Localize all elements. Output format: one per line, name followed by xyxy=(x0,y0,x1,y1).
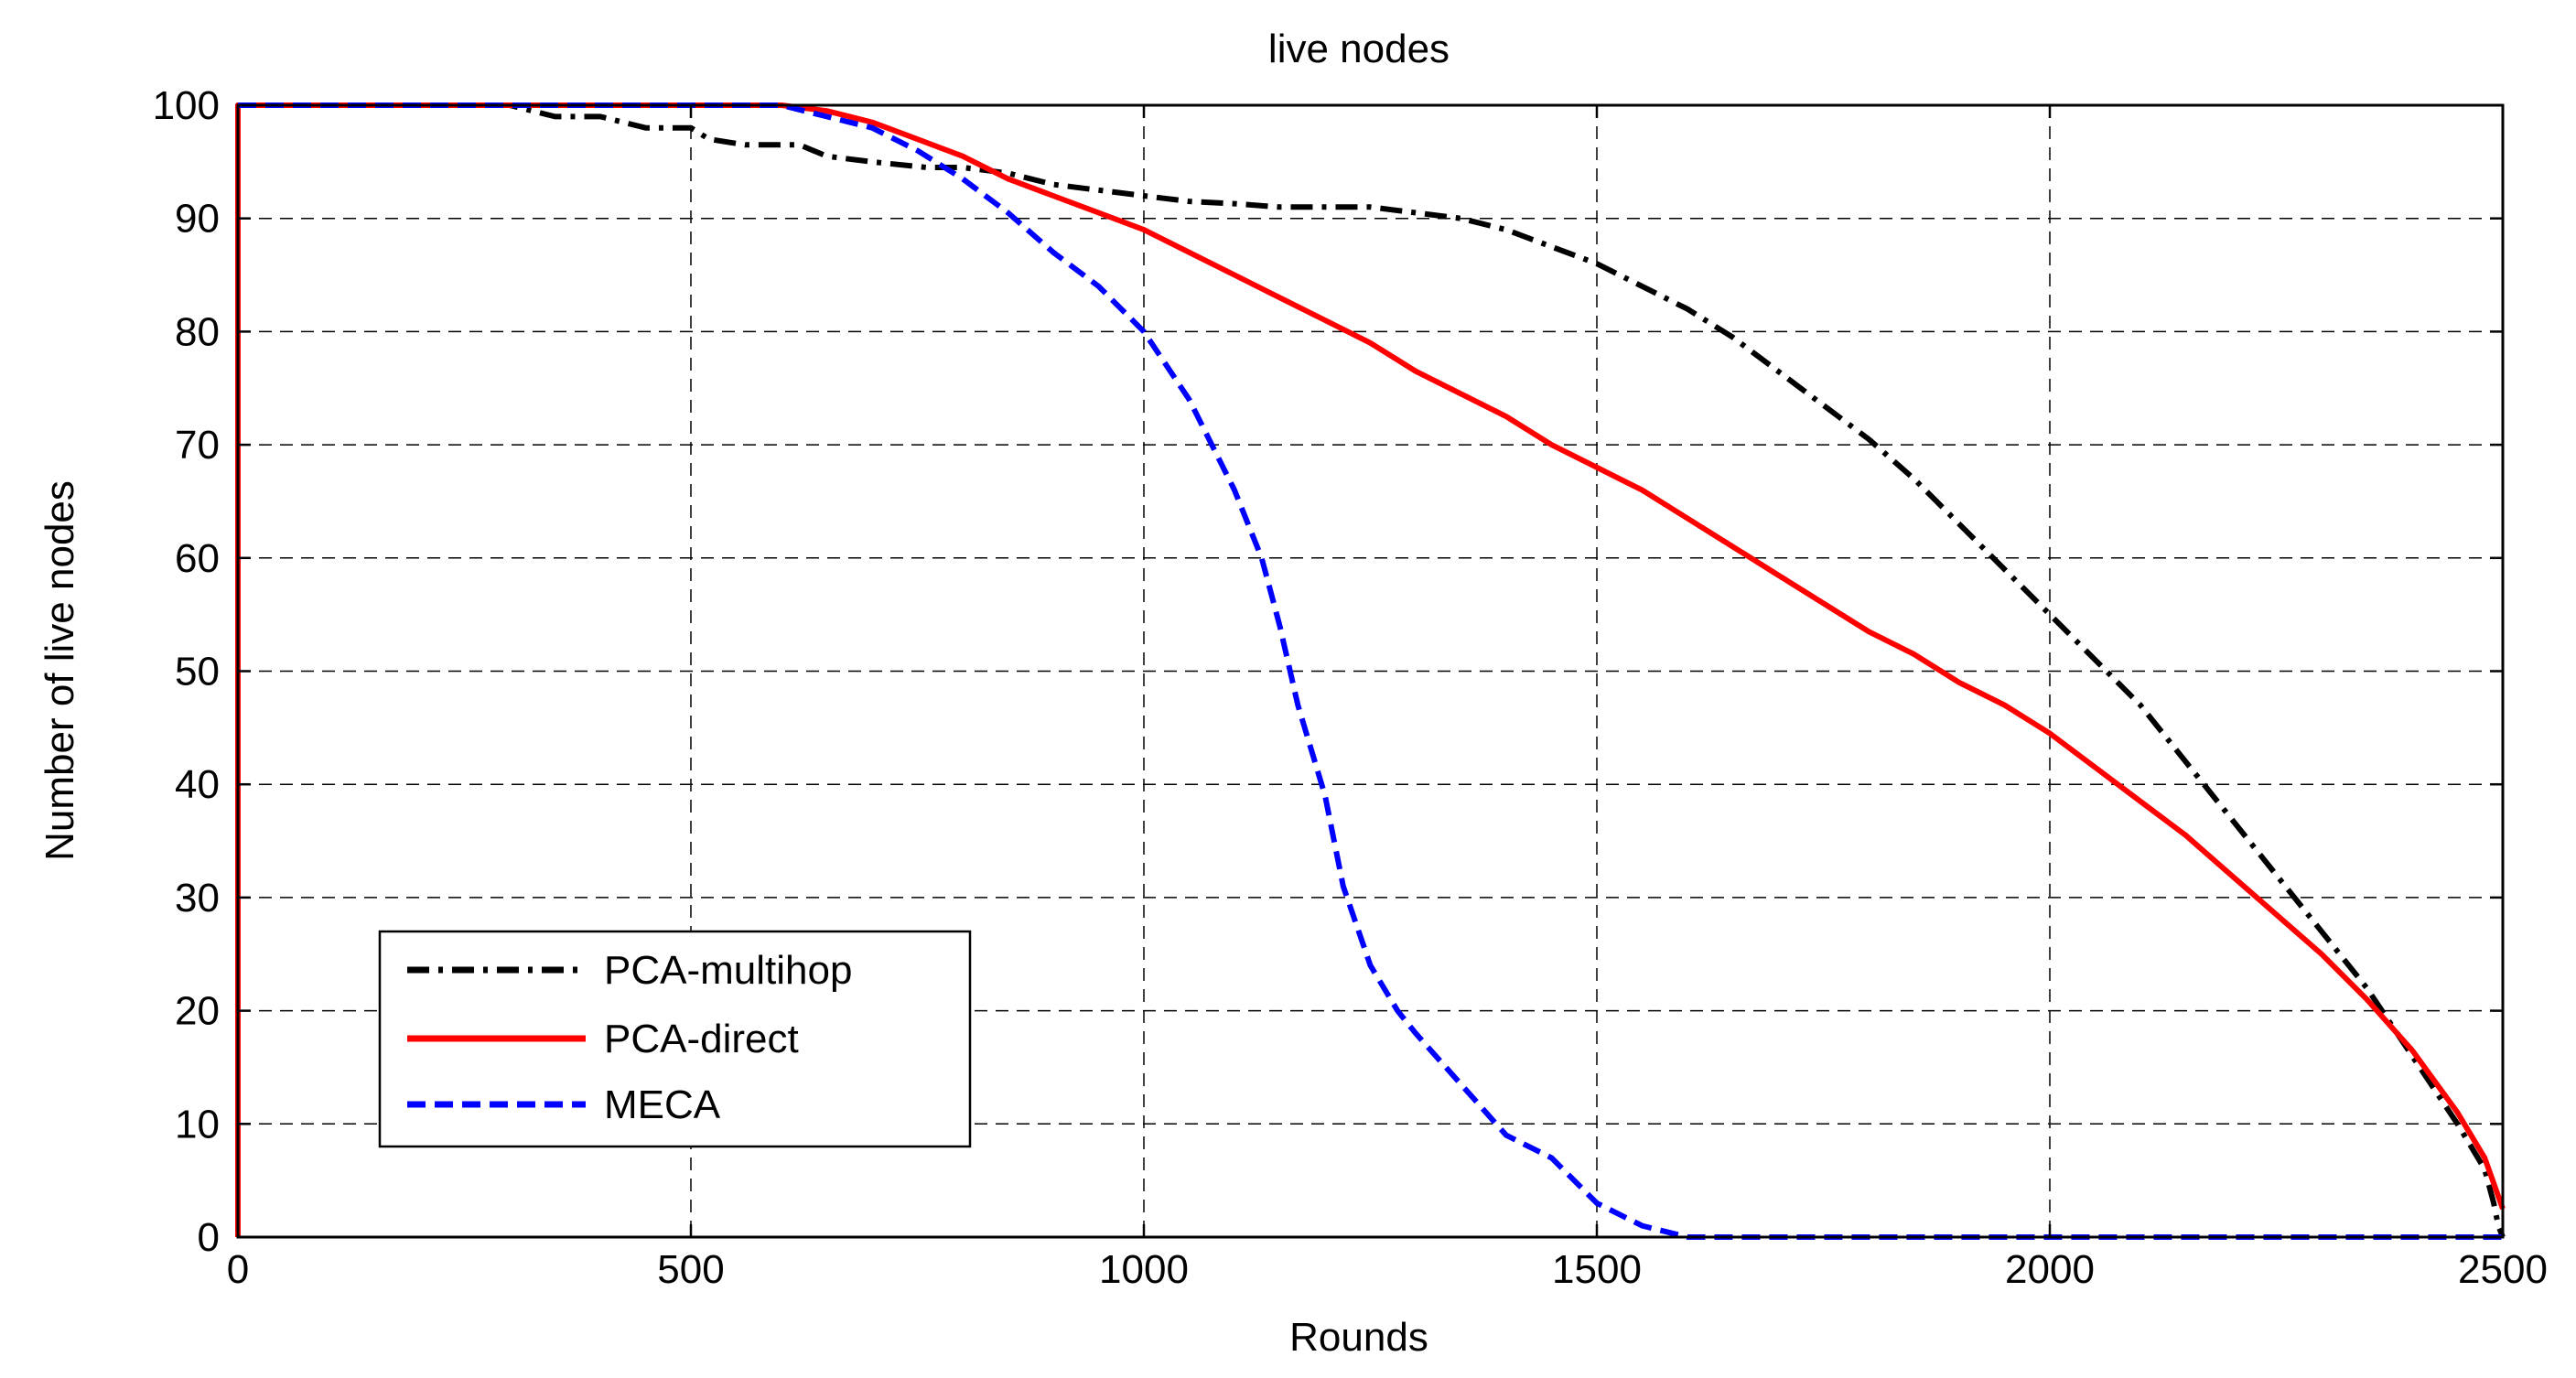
y-tick-label: 20 xyxy=(175,989,220,1034)
legend-label-pca-multihop: PCA-multihop xyxy=(604,948,852,993)
y-tick-label: 60 xyxy=(175,536,220,581)
legend-label-meca: MECA xyxy=(604,1082,721,1127)
y-axis-label: Number of live nodes xyxy=(38,480,82,861)
y-tick-label: 50 xyxy=(175,650,220,694)
x-tick-label: 2000 xyxy=(2005,1247,2095,1292)
y-tick-label: 30 xyxy=(175,876,220,920)
x-axis-label: Rounds xyxy=(1289,1315,1428,1360)
series-line-meca xyxy=(238,102,2503,1240)
series-lines xyxy=(235,102,2506,1240)
x-tick-label: 1500 xyxy=(1552,1247,1642,1292)
y-tick-label: 0 xyxy=(198,1215,220,1260)
axis-ticks: 0 500 1000 1500 2000 2500 0 10 20 30 40 50 60 70 80 90 1… xyxy=(153,83,2548,1292)
x-tick-label: 1000 xyxy=(1099,1247,1189,1292)
x-tick-label: 500 xyxy=(657,1247,724,1292)
y-tick-label: 100 xyxy=(153,83,220,128)
chart-title: live nodes xyxy=(1268,27,1450,71)
y-tick-label: 40 xyxy=(175,762,220,807)
y-tick-label: 10 xyxy=(175,1102,220,1147)
x-tick-label: 0 xyxy=(227,1247,249,1292)
x-tick-label: 2500 xyxy=(2458,1247,2548,1292)
series-line-pca-direct xyxy=(235,102,2506,1237)
series-line-pca-multihop xyxy=(235,102,2506,1239)
y-tick-label: 90 xyxy=(175,197,220,242)
y-tick-label: 70 xyxy=(175,423,220,468)
legend-label-pca-direct: PCA-direct xyxy=(604,1017,799,1061)
y-tick-label: 80 xyxy=(175,309,220,354)
legend: PCA-multihop PCA-direct MECA xyxy=(378,930,972,1148)
